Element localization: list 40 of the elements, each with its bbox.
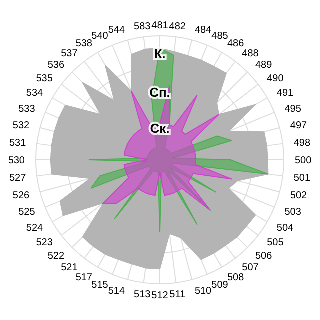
spoke-label: 513 (134, 289, 152, 300)
spoke-label: 500 (295, 156, 312, 166)
spoke-label: 501 (294, 173, 311, 184)
spoke-label: 481 (152, 20, 169, 32)
spoke-label: 502 (290, 190, 308, 202)
spoke-label: 517 (76, 272, 93, 284)
spoke-label: 532 (12, 120, 30, 132)
spoke-label: 510 (194, 286, 212, 297)
spoke-label: 490 (267, 73, 284, 84)
spoke-label: 530 (8, 156, 26, 166)
spoke-label: 486 (228, 38, 245, 50)
spoke-label: 540 (92, 30, 109, 42)
spoke-label: 512 (152, 290, 169, 302)
spoke-label: 484 (194, 25, 212, 36)
spoke-label: 511 (170, 289, 186, 300)
spoke-label: 482 (169, 22, 186, 33)
spoke-label: 498 (294, 138, 311, 149)
spoke-label: 525 (18, 207, 36, 218)
spoke-label: 495 (284, 104, 302, 115)
spoke-label: 485 (212, 30, 229, 42)
spoke-label: 497 (290, 120, 308, 132)
spoke-label: 524 (26, 223, 44, 234)
spoke-label: 523 (36, 238, 54, 249)
spoke-label: 527 (9, 173, 27, 184)
spoke-label: 509 (212, 280, 229, 292)
spoke-label: 535 (36, 73, 54, 84)
spoke-label: 531 (9, 138, 27, 149)
spoke-label: 503 (284, 207, 302, 218)
spoke-label: 538 (76, 38, 93, 50)
spoke-label: 505 (267, 238, 284, 249)
spoke-label: 491 (276, 88, 294, 99)
spoke-label: 533 (18, 104, 36, 115)
spoke-label: 515 (92, 280, 109, 292)
spoke-label: 583 (134, 22, 152, 33)
spoke-label: 544 (108, 25, 126, 36)
spoke-label: 534 (26, 88, 44, 99)
spoke-label: 508 (228, 272, 245, 284)
spoke-label: 514 (108, 286, 126, 297)
spoke-label: 504 (276, 223, 294, 234)
spoke-label: 526 (12, 190, 30, 202)
